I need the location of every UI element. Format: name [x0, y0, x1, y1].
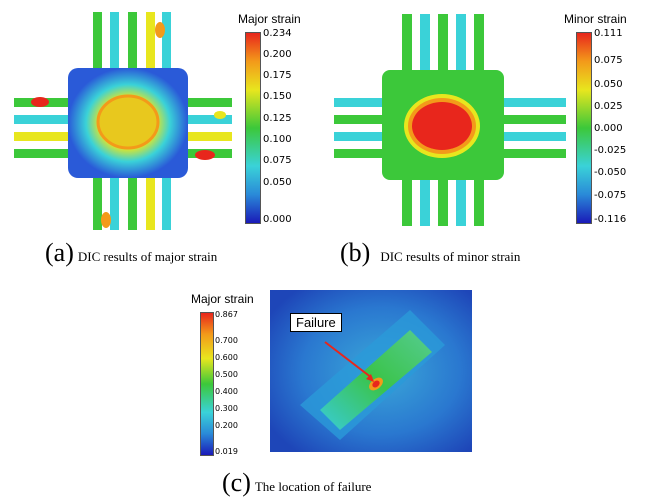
- colorbar-c-tick-4: 0.400: [215, 387, 238, 396]
- colorbar-a-tick-0: 0.234: [263, 28, 292, 39]
- caption-c: (c) The location of failure: [222, 468, 371, 498]
- colorbar-c-tick-6: 0.200: [215, 421, 238, 430]
- failure-callout: Failure: [290, 313, 342, 332]
- colorbar-a-tick-2: 0.175: [263, 70, 292, 81]
- colorbar-b: [576, 32, 592, 224]
- major-strain-map-a: [14, 12, 232, 230]
- colorbar-b-tick-4: 0.000: [594, 123, 623, 134]
- caption-b-letter: (b): [340, 238, 371, 267]
- colorbar-a-tick-1: 0.200: [263, 49, 292, 60]
- colorbar-c-tick-1: 0.700: [215, 336, 238, 345]
- panel-c: Major strain 0.867 0.700 0.600 0.500 0.4…: [0, 280, 646, 501]
- colorbar-a-tick-4: 0.125: [263, 113, 292, 124]
- colorbar-b-tick-0: 0.111: [594, 28, 623, 39]
- caption-a-text: DIC results of major strain: [77, 249, 218, 264]
- colorbar-b-tick-1: 0.075: [594, 55, 623, 66]
- colorbar-b-tick-3: 0.025: [594, 101, 623, 112]
- colorbar-b-tick-8: -0.116: [594, 214, 627, 225]
- minor-strain-map-b: [334, 14, 566, 226]
- colorbar-b-tick-6: -0.050: [594, 167, 627, 178]
- colorbar-a-tick-3: 0.150: [263, 91, 292, 102]
- colorbar-a-tick-7: 0.050: [263, 177, 292, 188]
- caption-b-text: DIC results of minor strain: [380, 249, 521, 264]
- colorbar-a: [245, 32, 261, 224]
- colorbar-c: [200, 312, 214, 456]
- colorbar-b-tick-5: -0.025: [594, 145, 627, 156]
- colorbar-title-b: Minor strain: [564, 12, 627, 26]
- colorbar-a-tick-6: 0.075: [263, 155, 292, 166]
- colorbar-c-tick-5: 0.300: [215, 404, 238, 413]
- colorbar-a-tick-5: 0.100: [263, 134, 292, 145]
- colorbar-title-c: Major strain: [191, 292, 254, 306]
- caption-c-letter: (c): [222, 468, 251, 497]
- panel-a: Major strain 0.234 0.200 0.175 0.150 0.1…: [0, 0, 320, 270]
- colorbar-c-tick-2: 0.600: [215, 353, 238, 362]
- colorbar-c-tick-0: 0.867: [215, 310, 238, 319]
- caption-a-letter: (a): [45, 238, 74, 267]
- caption-b: (b) DIC results of minor strain: [340, 238, 520, 268]
- caption-c-text: The location of failure: [254, 479, 372, 494]
- colorbar-c-tick-7: 0.019: [215, 447, 238, 456]
- panel-b: Minor strain 0.111 0.075 0.050 0.025 0.0…: [320, 0, 646, 270]
- colorbar-c-tick-3: 0.500: [215, 370, 238, 379]
- caption-a: (a) DIC results of major strain: [45, 238, 217, 268]
- colorbar-b-tick-7: -0.075: [594, 190, 627, 201]
- colorbar-b-tick-2: 0.050: [594, 79, 623, 90]
- colorbar-a-tick-8: 0.000: [263, 214, 292, 225]
- colorbar-title-a: Major strain: [238, 12, 301, 26]
